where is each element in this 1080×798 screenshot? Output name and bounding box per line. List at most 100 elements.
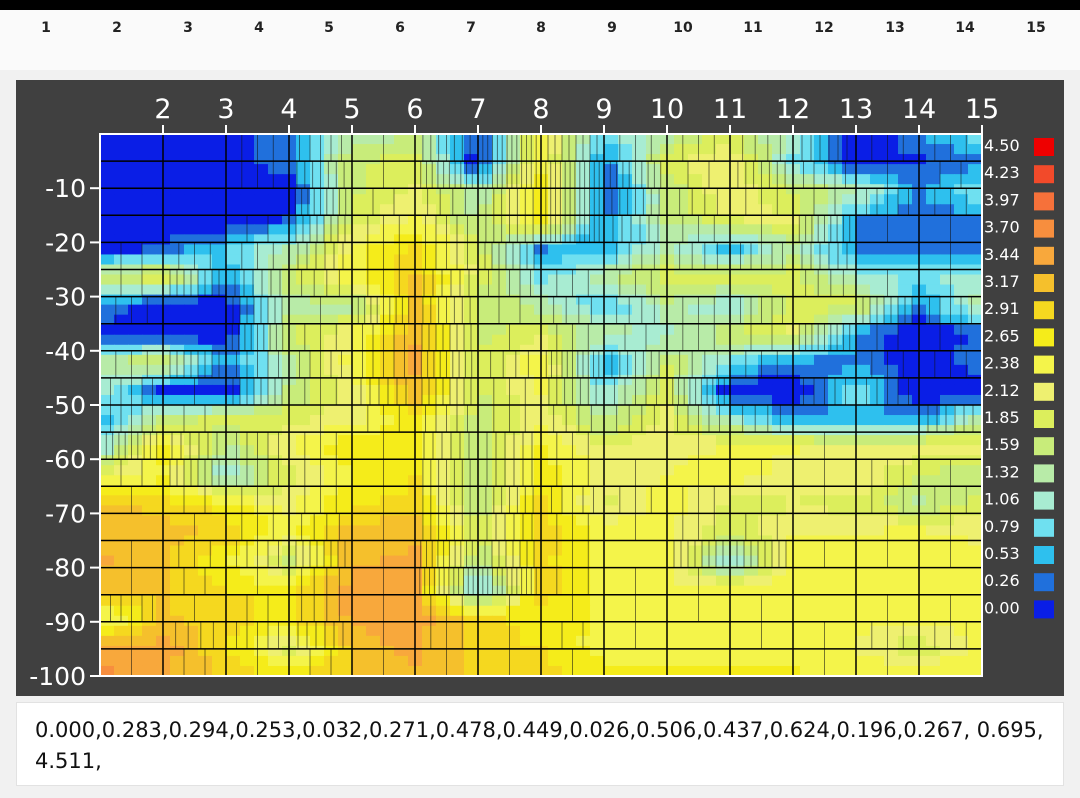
heatmap-cell <box>170 214 185 225</box>
heatmap-cell <box>646 625 661 637</box>
heatmap-cell <box>478 575 493 587</box>
heatmap-cell <box>716 204 731 215</box>
heatmap-cell <box>604 254 619 266</box>
heatmap-cell <box>674 374 689 386</box>
heatmap-cell <box>366 224 381 235</box>
heatmap-cell <box>394 525 409 537</box>
heatmap-cell <box>352 284 367 296</box>
heatmap-cell <box>702 575 717 587</box>
x-tick-label: 8 <box>532 94 549 125</box>
heatmap-cell <box>394 575 409 587</box>
heatmap-cell <box>940 324 955 336</box>
heatmap-cell <box>772 415 787 426</box>
heatmap-cell <box>450 555 465 567</box>
heatmap-cell <box>632 485 647 496</box>
heatmap-cell <box>422 294 437 306</box>
heatmap-cell <box>646 294 661 306</box>
heatmap-cell <box>940 394 955 406</box>
heatmap-cell <box>814 465 829 476</box>
heatmap-cell <box>730 384 745 396</box>
heatmap-cell <box>646 495 661 506</box>
heatmap-cell <box>800 394 815 406</box>
heatmap-cell <box>464 575 479 587</box>
heatmap-cell <box>296 184 311 195</box>
heatmap-cell <box>828 224 843 235</box>
heatmap-cell <box>674 435 689 446</box>
heatmap-cell <box>898 144 913 155</box>
column-number: 9 <box>607 20 617 36</box>
heatmap-cell <box>926 635 941 647</box>
heatmap-cell <box>604 645 619 657</box>
heatmap-cell <box>198 214 213 225</box>
heatmap-cell <box>954 475 969 486</box>
heatmap-cell <box>604 244 619 256</box>
heatmap-cell <box>296 174 311 185</box>
heatmap-cell <box>310 304 325 316</box>
heatmap-cell <box>310 184 325 195</box>
heatmap-cell <box>632 575 647 587</box>
heatmap-cell <box>478 605 493 617</box>
heatmap-cell <box>184 405 199 416</box>
heatmap-cell <box>744 525 759 537</box>
heatmap-cell <box>800 204 815 215</box>
heatmap-cell <box>352 625 367 637</box>
heatmap-cell <box>506 655 521 667</box>
heatmap-cell <box>268 284 283 296</box>
heatmap-cell <box>100 465 115 476</box>
heatmap-cell <box>212 384 227 396</box>
heatmap-cell <box>618 234 633 246</box>
heatmap-cell <box>632 224 647 235</box>
heatmap-cell <box>814 625 829 637</box>
heatmap-cell <box>674 605 689 617</box>
heatmap-cell <box>590 284 605 296</box>
heatmap-cell <box>842 415 857 426</box>
heatmap-cell <box>926 555 941 567</box>
heatmap-cell <box>632 154 647 165</box>
heatmap-cell <box>646 354 661 366</box>
heatmap-cell <box>492 174 507 185</box>
heatmap-cell <box>268 435 283 446</box>
heatmap-cell <box>450 595 465 607</box>
heatmap-cell <box>296 665 311 677</box>
heatmap-cell <box>170 555 185 567</box>
heatmap-cell <box>128 585 143 597</box>
heatmap-cell <box>856 475 871 486</box>
heatmap-cell <box>646 475 661 486</box>
heatmap-cell <box>758 294 773 306</box>
heatmap-cell <box>478 364 493 376</box>
heatmap-cell <box>800 134 815 145</box>
heatmap-cell <box>772 204 787 215</box>
heatmap-cell <box>842 435 857 446</box>
heatmap-cell <box>492 515 507 527</box>
heatmap-cell <box>478 525 493 537</box>
heatmap-cell <box>268 555 283 567</box>
heatmap-cell <box>128 204 143 215</box>
heatmap-cell <box>632 304 647 316</box>
heatmap-cell <box>716 445 731 456</box>
heatmap-cell <box>170 374 185 386</box>
heatmap-cell <box>184 194 199 205</box>
heatmap-cell <box>590 364 605 376</box>
heatmap-cell <box>478 154 493 165</box>
heatmap-cell <box>100 174 115 185</box>
heatmap-cell <box>772 234 787 246</box>
heatmap-cell <box>856 284 871 296</box>
heatmap-cell <box>688 364 703 376</box>
legend-label: 1.06 <box>984 490 1020 509</box>
heatmap-cell <box>380 224 395 235</box>
heatmap-cell <box>394 374 409 386</box>
heatmap-cell <box>268 204 283 215</box>
heatmap-cell <box>142 324 157 336</box>
heatmap-cell <box>884 384 899 396</box>
heatmap-cell <box>198 134 213 145</box>
heatmap-cell <box>310 284 325 296</box>
heatmap-cell <box>226 284 241 296</box>
heatmap-cell <box>548 394 563 406</box>
heatmap-cell <box>394 455 409 466</box>
heatmap-cell <box>352 525 367 537</box>
heatmap-cell <box>800 665 815 677</box>
heatmap-cell <box>758 134 773 145</box>
heatmap-cell <box>884 585 899 597</box>
heatmap-cell <box>758 334 773 346</box>
heatmap-cell <box>562 324 577 336</box>
